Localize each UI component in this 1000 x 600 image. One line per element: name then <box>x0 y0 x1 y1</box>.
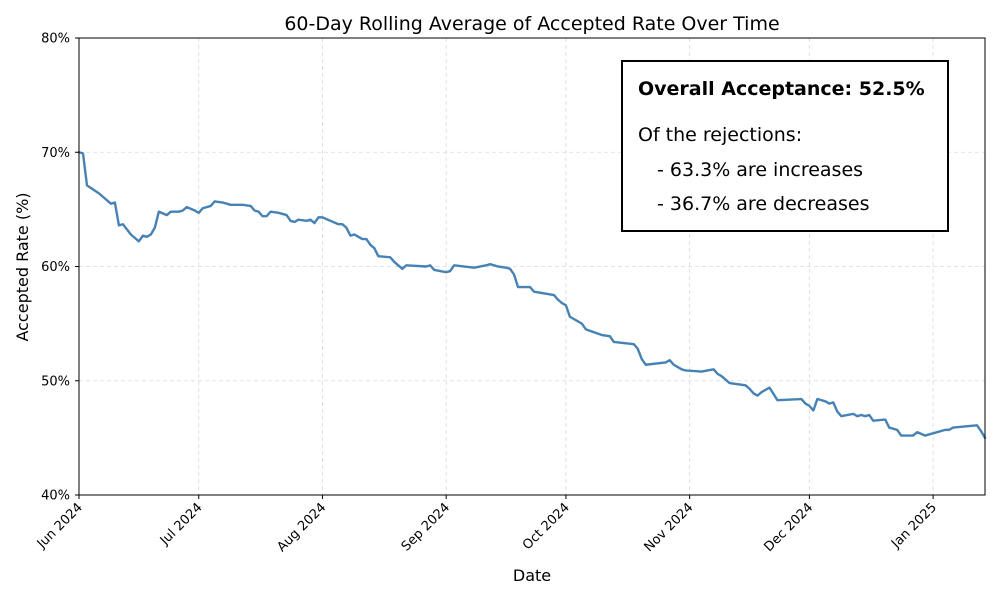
y-axis-label: Accepted Rate (%) <box>13 192 32 341</box>
x-tick-label: Oct 2024 <box>520 500 573 553</box>
x-tick-label: Sep 2024 <box>399 500 453 554</box>
annotation-frame <box>621 60 949 232</box>
x-tick-label: Jul 2024 <box>157 500 206 549</box>
y-tick-label: 80% <box>41 32 70 47</box>
annotation-subheading: Of the rejections: <box>638 124 802 146</box>
annotation-box: Overall Acceptance: 52.5% Of the rejecti… <box>621 60 949 232</box>
y-tick-label: 60% <box>41 260 70 275</box>
chart-title: 60-Day Rolling Average of Accepted Rate … <box>284 13 779 35</box>
annotation-item-increases: - 63.3% are increases <box>657 159 863 181</box>
annotation-item-decreases: - 36.7% are decreases <box>657 193 869 215</box>
x-tick-label: Dec 2024 <box>762 500 817 555</box>
y-tick-label: 40% <box>41 489 70 504</box>
y-tick-label: 50% <box>41 374 70 389</box>
x-tick-label: Jan 2025 <box>888 500 940 552</box>
x-tick-label: Nov 2024 <box>642 500 697 555</box>
x-axis-label: Date <box>513 566 551 585</box>
x-tick-label: Aug 2024 <box>274 500 329 555</box>
annotation-headline: Overall Acceptance: 52.5% <box>638 78 925 100</box>
series-line-accepted-rate <box>77 151 987 440</box>
y-tick-label: 70% <box>41 146 70 161</box>
grid-layer <box>79 38 985 495</box>
x-tick-label: Jun 2024 <box>34 500 86 552</box>
